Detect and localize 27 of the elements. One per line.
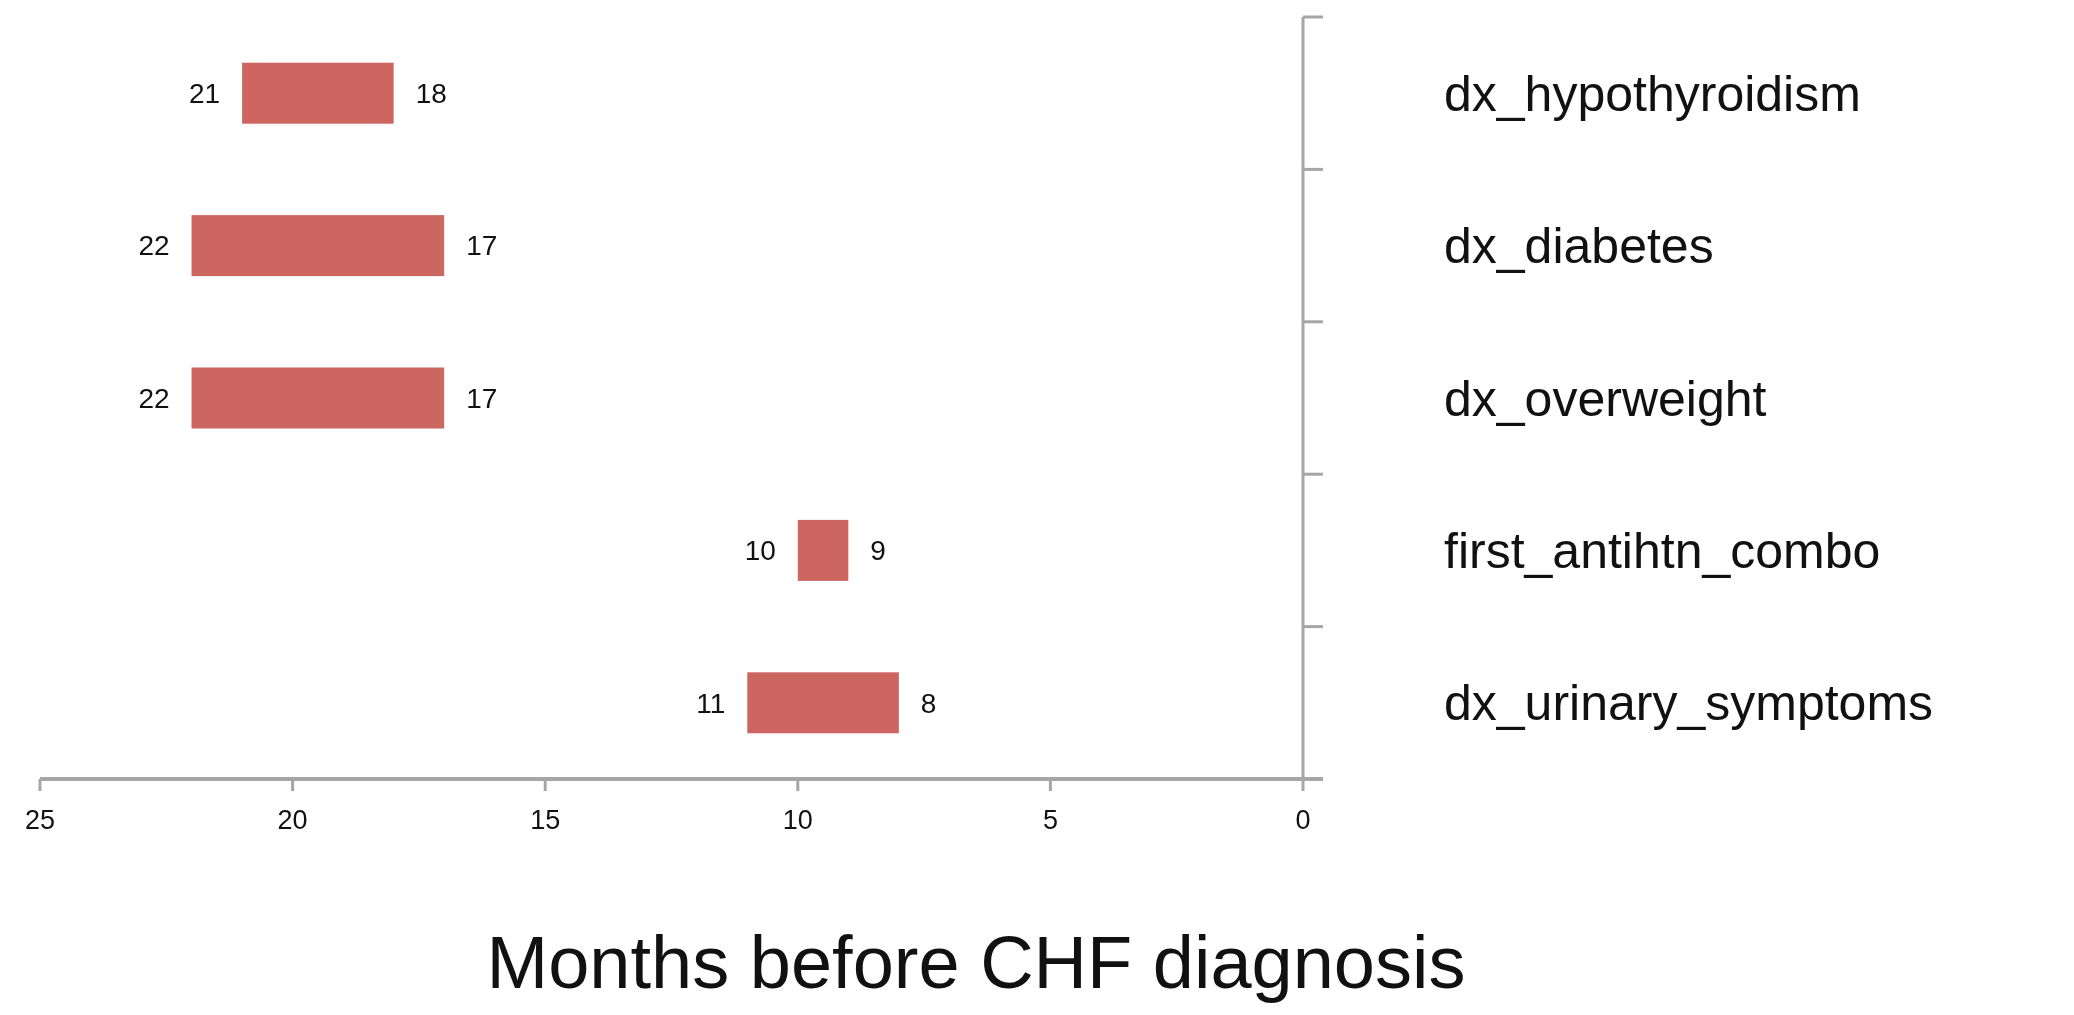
annotation: 18: [415, 78, 447, 109]
y-tick-label: first_antihtn_combo: [1444, 522, 1881, 579]
x-axis-title: Months before CHF diagnosis: [486, 921, 1466, 1004]
y-tick-label: dx_overweight: [1444, 370, 1767, 427]
annotation: 17: [466, 230, 498, 262]
bar: [191, 367, 445, 429]
y-tick-label: dx_urinary_symptoms: [1444, 675, 1934, 732]
bar: [797, 519, 849, 581]
annotation: 21: [188, 78, 221, 109]
annotation: 8: [920, 687, 937, 719]
annotation: 22: [138, 382, 170, 414]
bar: [191, 215, 445, 277]
annotation: 17: [466, 382, 498, 414]
x-tick-label: 20: [277, 805, 308, 835]
bar: [747, 672, 899, 734]
x-tick-label: 15: [530, 805, 561, 835]
x-tick-label: 25: [24, 805, 56, 835]
annotation: 10: [744, 535, 776, 567]
bar: [242, 62, 394, 124]
y-tick-label: dx_diabetes: [1444, 218, 1714, 275]
x-tick-label: 0: [1295, 805, 1311, 835]
y-tick-label: dx_hypothyroidism: [1444, 65, 1861, 122]
x-tick-label: 5: [1042, 805, 1058, 835]
annotation: 9: [870, 535, 886, 567]
annotation: 11: [696, 687, 726, 719]
annotation: 22: [138, 230, 170, 262]
x-tick-label: 10: [782, 805, 813, 835]
